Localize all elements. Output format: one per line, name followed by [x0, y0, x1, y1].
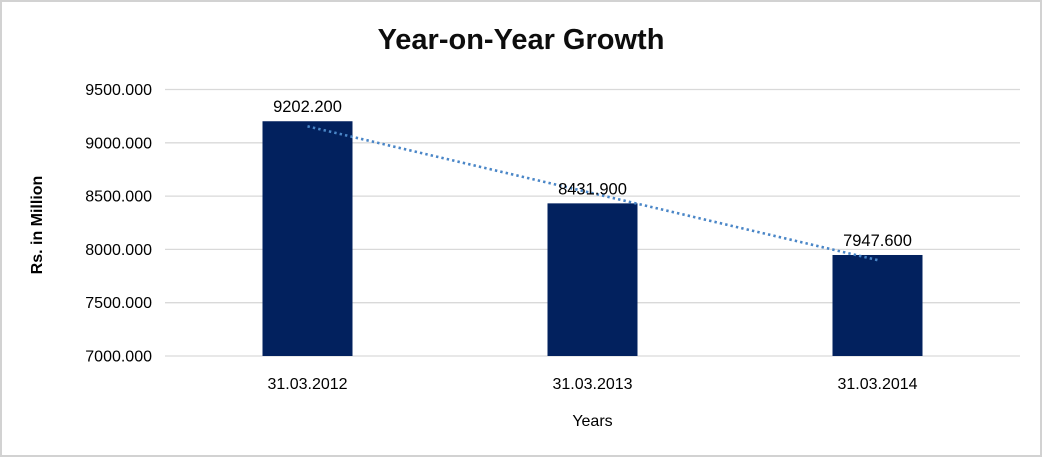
- y-tick-label: 7500.000: [85, 295, 152, 312]
- trendline: [307, 125, 878, 262]
- y-tick-label: 8500.000: [85, 189, 152, 206]
- x-category-label: 31.03.2014: [837, 376, 917, 393]
- y-tick-label: 7000.000: [85, 349, 152, 366]
- chart-title: Year-on-Year Growth: [377, 24, 665, 56]
- bar-value-label: 9202.200: [273, 98, 342, 116]
- bar-value-label: 8431.900: [558, 180, 627, 198]
- bar-value-label: 7947.600: [843, 232, 912, 250]
- bar: [832, 254, 923, 356]
- y-tick-label: 8000.000: [85, 242, 152, 259]
- bar: [262, 121, 353, 356]
- x-category-label: 31.03.2012: [267, 376, 347, 393]
- bar: [547, 203, 638, 356]
- x-axis-title: Years: [572, 413, 613, 430]
- y-tick-label: 9500.000: [85, 82, 152, 99]
- x-category-label: 31.03.2013: [552, 376, 632, 393]
- y-tick-label: 9000.000: [85, 135, 152, 152]
